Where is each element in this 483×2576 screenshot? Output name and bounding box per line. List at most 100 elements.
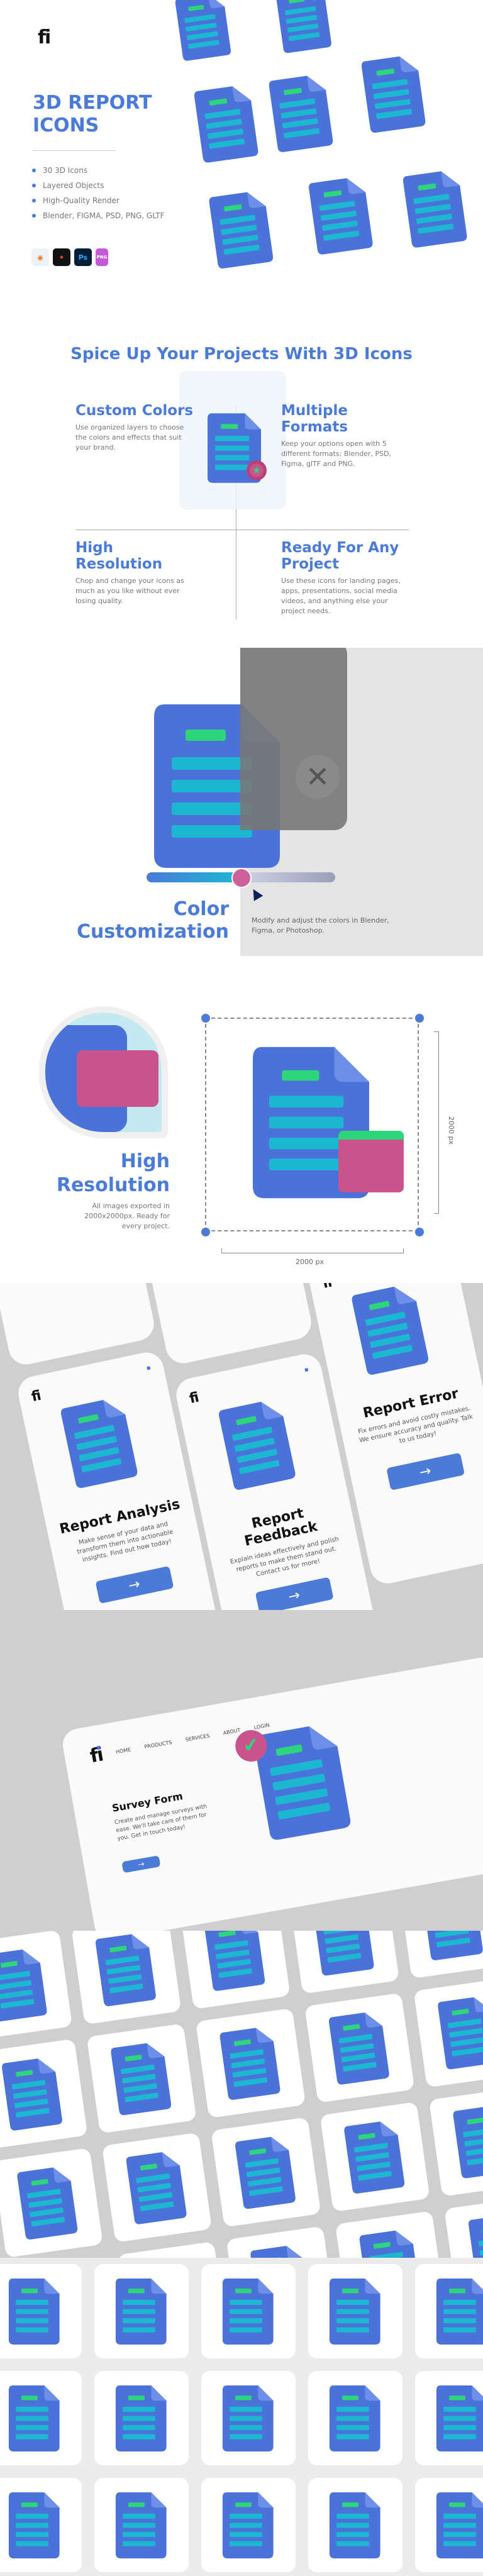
nav-about[interactable]: ABOUT	[223, 1727, 242, 1736]
icon-tile	[335, 2211, 446, 2258]
report-icon	[329, 2279, 381, 2345]
report-icon	[436, 2492, 483, 2558]
report-analysis-icon	[60, 1396, 138, 1489]
features-section: Spice Up Your Projects With 3D Icons ★ C…	[0, 296, 483, 648]
feature-item: Layered Objects	[30, 181, 164, 190]
png-file-icon: PNG	[96, 248, 108, 266]
website-cta-button[interactable]: →	[121, 1855, 161, 1874]
icon-grid	[0, 2258, 483, 2576]
icon-tile	[201, 2264, 296, 2358]
report-icon	[234, 2135, 297, 2209]
report-icon	[329, 2385, 381, 2451]
report-icon	[343, 2119, 406, 2194]
report-icon	[452, 2104, 483, 2179]
height-label: 2000 px	[447, 1116, 455, 1145]
icon-collage	[162, 0, 483, 296]
hero-title-line1: 3D REPORT	[33, 92, 152, 114]
folder-icon	[338, 1131, 404, 1192]
report-icon	[115, 2492, 167, 2558]
icon-grid-tilted	[0, 1931, 483, 2258]
feature-list: 30 3D Icons Layered Objects High-Quality…	[30, 166, 164, 226]
next-button[interactable]: →	[255, 1577, 334, 1610]
report-warning-icon	[268, 74, 334, 153]
report-check-icon	[193, 84, 259, 163]
color-description: Modify and adjust the colors in Blender,…	[252, 916, 389, 935]
icon-tile	[226, 2226, 336, 2258]
report-icon	[358, 2228, 421, 2258]
next-button[interactable]: →	[95, 1565, 174, 1604]
slider-knob[interactable]	[231, 868, 252, 888]
report-error-icon	[351, 1283, 430, 1376]
nav-products[interactable]: PRODUCTS	[143, 1739, 173, 1750]
icon-tile	[0, 2148, 103, 2258]
nav-services[interactable]: SERVICES	[185, 1733, 210, 1743]
nav-login[interactable]: LOGIN	[253, 1722, 270, 1731]
report-list-icon	[360, 54, 426, 133]
report-icon	[436, 2279, 483, 2345]
icon-tile	[308, 2371, 402, 2465]
feature-any-project: Ready For Any Project Use these icons for…	[281, 540, 401, 615]
report-chart-icon	[174, 0, 232, 62]
resolution-title-line2: Resolution	[56, 1174, 170, 1196]
report-icon	[110, 2041, 173, 2116]
photoshop-icon: Ps	[74, 248, 92, 266]
icon-tile	[413, 1977, 483, 2088]
report-icon	[16, 2165, 79, 2240]
icon-tile	[102, 2132, 213, 2243]
report-icon	[125, 2150, 188, 2225]
folder-icon	[77, 1050, 158, 1107]
icon-tile	[398, 1931, 483, 1979]
width-label: 2000 px	[296, 1258, 324, 1266]
brand-logo: fi	[38, 26, 483, 48]
feature-high-resolution: High Resolution Chop and change your icon…	[75, 540, 184, 605]
report-icon	[94, 1932, 157, 2007]
canvas-bounds	[205, 1018, 419, 1231]
report-grade-icon	[308, 175, 374, 255]
icon-tile	[211, 2117, 321, 2228]
icon-tile	[0, 2264, 82, 2358]
website-mockup-section: fi HOME PRODUCTS SERVICES ABOUT LOGIN Su…	[0, 1610, 483, 1931]
report-icon	[467, 2213, 483, 2258]
mobile-mockups-section: fi Report Analysis Make sense of your da…	[0, 1283, 483, 1610]
icon-tile	[415, 2371, 483, 2465]
report-icon	[222, 2385, 274, 2451]
icon-tile	[117, 2241, 228, 2258]
icon-tile	[0, 2038, 88, 2149]
report-icon	[0, 1947, 48, 2022]
color-title-line2: Customization	[76, 921, 229, 943]
report-icon	[8, 2385, 60, 2451]
report-icon	[8, 2279, 60, 2345]
icon-tile	[415, 2478, 483, 2572]
report-list-icon	[274, 0, 333, 53]
report-filter-icon	[208, 190, 274, 269]
award-ribbon-icon: ★	[247, 460, 267, 480]
feature-item: Blender, FIGMA, PSD, PNG, GLTF	[30, 211, 164, 220]
features-heading: Spice Up Your Projects With 3D Icons	[70, 345, 413, 364]
color-title-line1: Color	[173, 898, 229, 920]
icon-tile	[71, 1931, 182, 2025]
nav-home[interactable]: HOME	[115, 1746, 131, 1755]
divider	[33, 150, 116, 151]
hero-section: fi 3D REPORT ICONS 30 3D Icons Layered O…	[0, 0, 483, 296]
report-icon	[329, 2492, 381, 2558]
icon-tile	[195, 2008, 306, 2119]
report-icon	[8, 2492, 60, 2558]
report-icon	[115, 2385, 167, 2451]
icon-tile	[94, 2371, 189, 2465]
feature-item: 30 3D Icons	[30, 166, 164, 175]
report-icon	[222, 2279, 274, 2345]
icon-tile	[0, 1931, 73, 2040]
next-button[interactable]: →	[386, 1452, 465, 1491]
feature-custom-colors: Custom Colors Use organized layers to cho…	[75, 402, 194, 452]
icon-tile	[319, 2101, 430, 2212]
hero-title-line2: ICONS	[33, 114, 99, 136]
report-icon	[204, 1931, 267, 1992]
blender-icon: ◉	[31, 248, 49, 266]
report-icon	[222, 2492, 274, 2558]
icon-tile	[308, 2264, 402, 2358]
icon-tile	[201, 2478, 296, 2572]
resolution-description: All images exported in 2000x2000px. Read…	[84, 1202, 170, 1230]
icon-tile	[0, 2478, 82, 2572]
icon-tile	[94, 2478, 189, 2572]
icon-tile	[415, 2264, 483, 2358]
